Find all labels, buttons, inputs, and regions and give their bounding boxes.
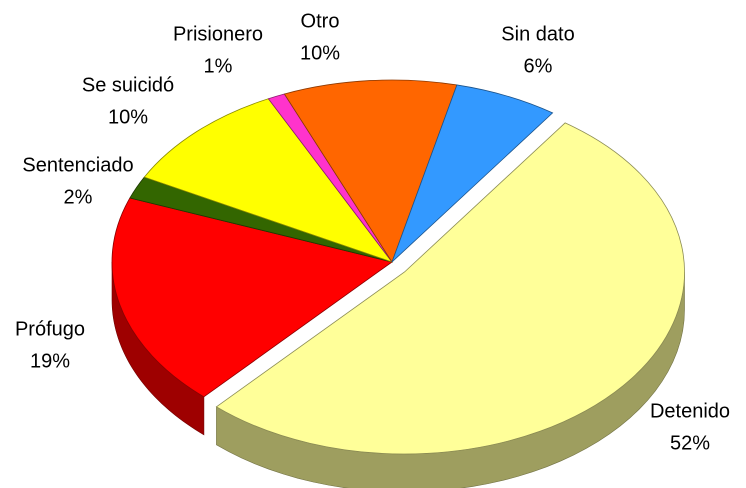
slice-label: Prisionero — [173, 23, 263, 45]
slice-value-label: 2% — [64, 186, 93, 208]
slice — [215, 122, 685, 455]
slice-label: Sin dato — [501, 23, 574, 45]
slice-label: Sentenciado — [22, 154, 133, 176]
slice — [283, 79, 458, 263]
slice-value-label: 19% — [30, 350, 70, 372]
slice-label: Otro — [301, 10, 340, 32]
slice — [111, 197, 393, 398]
slice — [391, 84, 554, 263]
slice-value-label: 1% — [204, 55, 233, 77]
slice-value-label: 52% — [670, 432, 710, 454]
slice-label: Detenido — [650, 400, 730, 422]
slice-label: Prófugo — [15, 318, 85, 340]
slice — [143, 98, 394, 263]
slice-label: Se suicidó — [82, 74, 174, 96]
slice-value-label: 10% — [300, 42, 340, 64]
slice-value-label: 6% — [524, 55, 553, 77]
slice-value-label: 10% — [108, 106, 148, 128]
